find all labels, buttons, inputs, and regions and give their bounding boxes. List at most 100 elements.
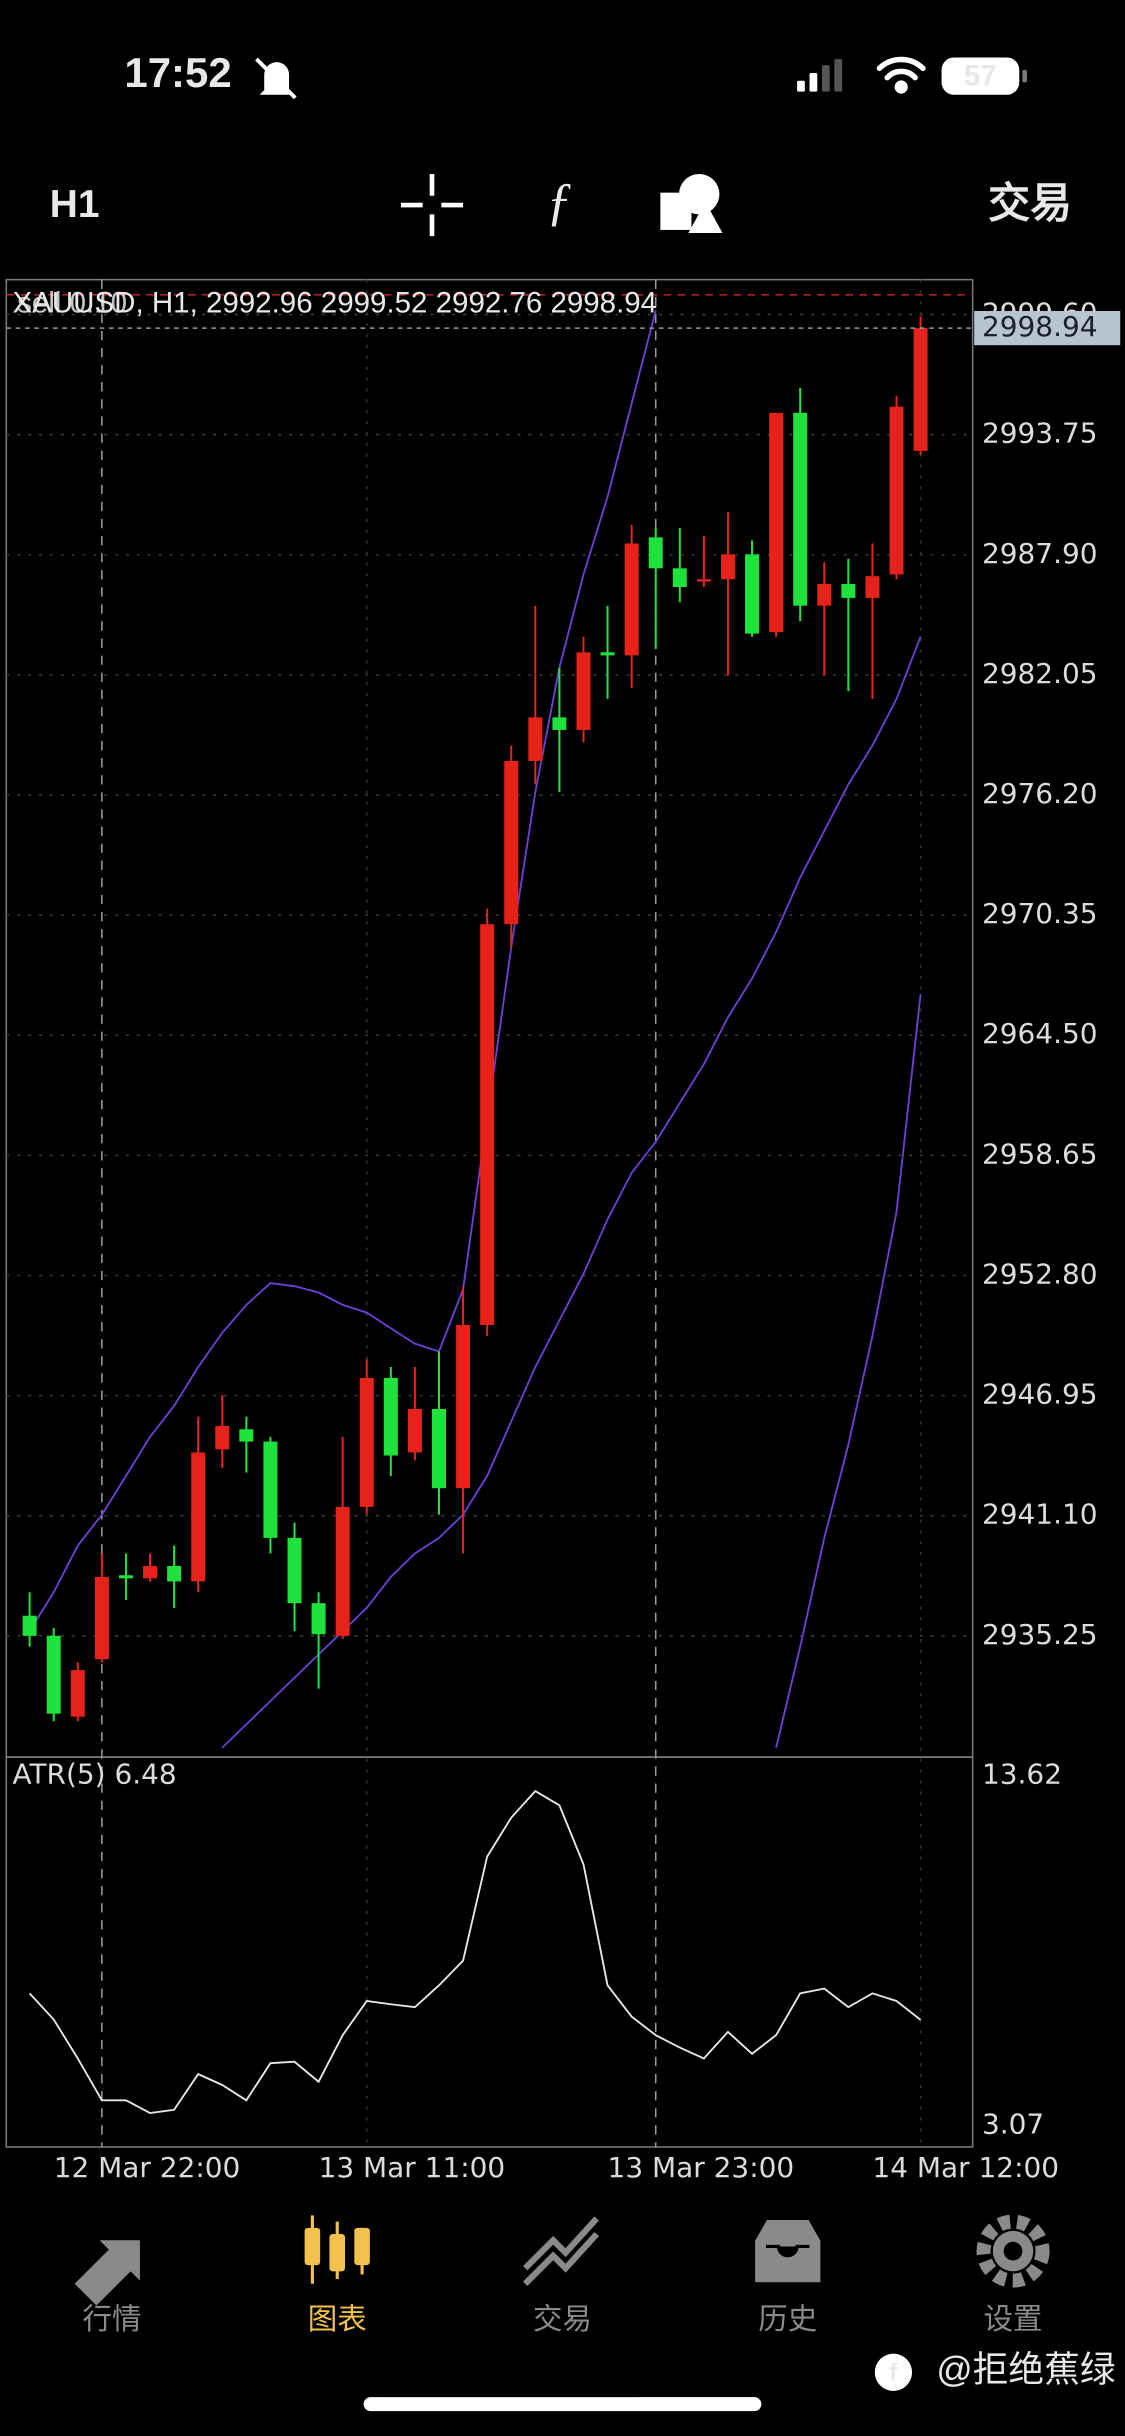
candle-body — [70, 1670, 85, 1717]
tab-icon — [354, 2227, 370, 2266]
candle-body — [311, 1603, 326, 1635]
candle-body — [359, 1377, 374, 1507]
tab[interactable]: 交易 — [523, 2216, 599, 2336]
tab[interactable]: 行情 — [74, 2240, 142, 2336]
chart-title: XAUUSD, H1, 2992.96 2999.52 2992.76 2998… — [13, 286, 658, 319]
candle-body — [118, 1575, 133, 1579]
candle-body — [46, 1635, 61, 1714]
candle-body — [624, 543, 639, 656]
tab[interactable]: 设置 — [976, 2214, 1050, 2336]
battery-level: 57 — [964, 59, 997, 92]
candle-body — [720, 554, 735, 580]
candle-body — [889, 406, 904, 575]
tab[interactable]: 图表 — [304, 2215, 370, 2336]
order-label: sell 0.10 — [17, 286, 127, 319]
tab-bar: 行情 图表 交易 历史 设置 — [74, 2214, 1050, 2336]
bollinger-band — [775, 994, 922, 1748]
candle-body — [94, 1576, 109, 1660]
tab-icon — [329, 2234, 345, 2272]
atr-panel-frame — [5, 1756, 974, 2148]
signal-icon — [797, 59, 843, 92]
candle-body — [287, 1537, 302, 1604]
watermark-logo: f — [874, 2353, 913, 2391]
candle-body — [383, 1377, 398, 1456]
candle-body — [648, 537, 663, 569]
svg-text:f: f — [889, 2359, 898, 2386]
y-tick-label: 2941.10 — [982, 1498, 1098, 1531]
bollinger-band — [28, 310, 657, 1632]
home-indicator — [363, 2397, 762, 2412]
y-tick-label: 13.62 — [982, 1758, 1062, 1791]
y-tick-label: 2976.20 — [982, 777, 1098, 810]
y-tick-label: 2964.50 — [982, 1017, 1098, 1050]
x-tick-label: 13 Mar 11:00 — [319, 2151, 506, 2184]
candle-body — [745, 554, 760, 634]
indicator-button[interactable]: ƒ — [546, 173, 572, 231]
candle-body — [239, 1429, 254, 1442]
tab-icon — [74, 2240, 140, 2306]
candle-body — [576, 652, 591, 730]
y-tick-label: 3.07 — [982, 2107, 1044, 2140]
plot: 2999.602993.752987.902982.052976.202970.… — [6, 279, 1121, 2184]
x-tick-label: 14 Mar 12:00 — [872, 2151, 1059, 2184]
tab-icon — [1003, 2241, 1023, 2261]
candle-body — [263, 1441, 278, 1538]
tab-label: 行情 — [82, 2303, 141, 2336]
crosshair-button[interactable] — [400, 174, 464, 237]
tab-label: 交易 — [533, 2303, 592, 2336]
y-tick-label: 2935.25 — [982, 1618, 1098, 1651]
y-tick-label: 2958.65 — [982, 1137, 1098, 1170]
trade-button[interactable]: 交易 — [988, 180, 1072, 227]
y-tick-label: 2952.80 — [982, 1257, 1098, 1290]
battery — [941, 57, 1020, 95]
candle-body — [22, 1615, 37, 1636]
candle-body — [480, 924, 495, 1325]
watermark: @拒绝蕉绿 — [936, 2350, 1115, 2390]
tab-label: 图表 — [308, 2303, 367, 2336]
timeframe[interactable]: H1 — [50, 183, 100, 226]
last-price-box — [974, 311, 1121, 346]
candle-body — [865, 576, 880, 598]
candle-body — [504, 760, 519, 925]
y-tick-label: 2970.35 — [982, 897, 1098, 930]
tab-icon — [523, 2216, 599, 2286]
candle-body — [672, 568, 687, 588]
y-tick-label: 2982.05 — [982, 657, 1098, 690]
candle-body — [528, 717, 543, 761]
candle-body — [143, 1566, 158, 1579]
candle-body — [215, 1425, 230, 1450]
battery-cap — [1022, 69, 1028, 83]
candle-body — [817, 583, 832, 606]
tab-icon — [304, 2227, 321, 2266]
candle-body — [191, 1452, 206, 1582]
mute-icon — [255, 57, 297, 100]
status-time: 17:52 — [124, 49, 231, 96]
candle-body — [335, 1506, 350, 1636]
tab-label: 历史 — [758, 2303, 817, 2336]
tab[interactable]: 历史 — [752, 2216, 824, 2336]
candle-body — [432, 1408, 446, 1489]
tab-label: 设置 — [984, 2303, 1043, 2336]
candle-body — [913, 328, 928, 451]
candle-body — [841, 583, 856, 598]
atr-line — [28, 1789, 922, 2114]
candle-body — [769, 412, 784, 632]
tab-icon — [752, 2216, 824, 2286]
candle-body — [600, 652, 615, 656]
wifi-icon — [876, 56, 926, 94]
candle-body — [407, 1408, 422, 1453]
y-tick-label: 2993.75 — [982, 417, 1098, 450]
objects-button[interactable] — [660, 174, 723, 234]
last-price-label: 2998.94 — [982, 310, 1098, 343]
candle-body — [456, 1324, 471, 1489]
x-tick-label: 12 Mar 22:00 — [54, 2151, 241, 2184]
candle-body — [167, 1566, 182, 1582]
tab-icon — [976, 2214, 1050, 2288]
y-tick-label: 2987.90 — [982, 537, 1098, 570]
indicator-title: ATR(5) 6.48 — [13, 1758, 177, 1791]
candle-body — [793, 412, 808, 606]
